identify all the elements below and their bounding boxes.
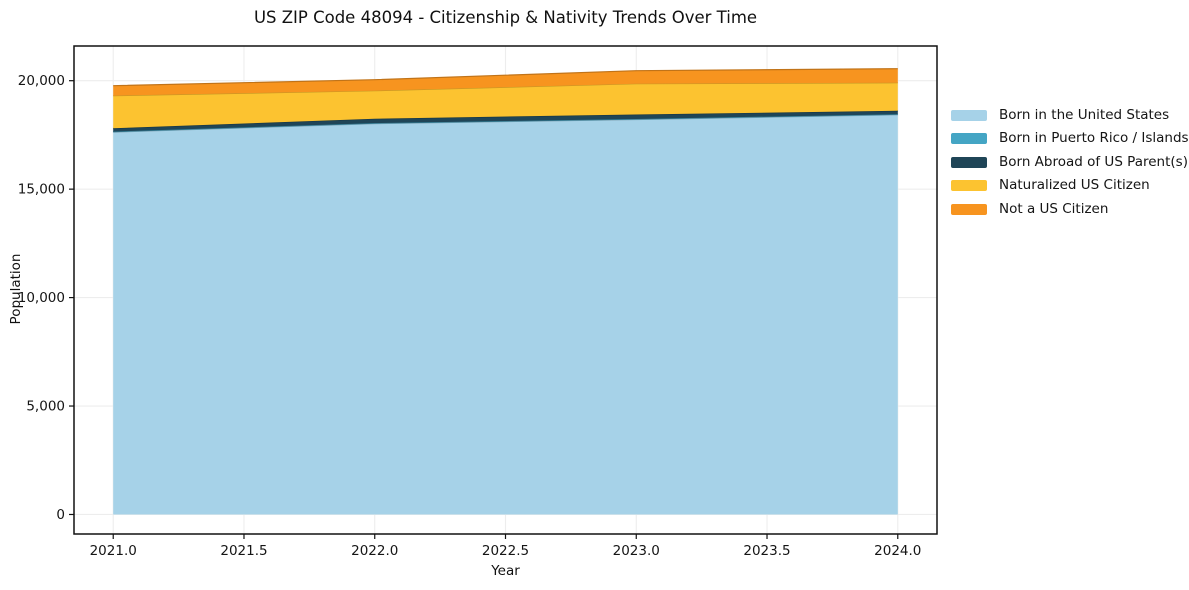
x-tick-label: 2021.0 [90,543,137,559]
x-tick-label: 2023.0 [613,543,660,559]
x-tick-label: 2024.0 [874,543,921,559]
chart-legend: Born in the United States Born in Puerto … [951,107,1189,217]
area-born-in-the-united-states [113,114,898,515]
y-tick-label: 5,000 [26,399,65,415]
x-tick-label: 2022.5 [482,543,529,559]
legend-label: Born Abroad of US Parent(s) [999,153,1188,170]
legend-swatch-icon [951,133,987,145]
x-tick-label: 2021.5 [220,543,267,559]
x-tick-label: 2022.0 [351,543,398,559]
legend-item-naturalized-us-citizen: Naturalized US Citizen [951,177,1189,194]
legend-swatch-icon [951,180,987,192]
y-axis-label: Population [8,253,24,325]
y-tick-label: 20,000 [18,73,65,89]
legend-swatch-icon [951,156,987,168]
legend-swatch-icon [951,110,987,121]
legend-label: Born in Puerto Rico / Islands [999,130,1189,147]
legend-label: Born in the United States [999,107,1170,123]
y-tick-label: 15,000 [18,182,65,198]
area-born-abroad-of-us-parent-s [113,110,898,132]
y-tick-label: 10,000 [18,290,65,306]
x-axis-label: Year [491,563,520,579]
legend-item-born-in-puerto-rico-islands: Born in Puerto Rico / Islands [951,130,1189,147]
chart-title: US ZIP Code 48094 - Citizenship & Nativi… [253,8,758,27]
y-tick-label: 0 [56,507,65,523]
legend-label: Not a US Citizen [999,200,1109,217]
legend-item-born-abroad-of-us-parent-s: Born Abroad of US Parent(s) [951,153,1189,170]
legend-swatch-icon [951,203,987,215]
x-tick-label: 2023.5 [743,543,790,559]
legend-item-born-in-the-united-states: Born in the United States [951,107,1189,123]
area-not-a-us-citizen [113,68,898,96]
legend-label: Naturalized US Citizen [999,177,1150,194]
area-naturalized-us-citizen [113,82,898,129]
area-top-edge-not-a-us-citizen [113,68,898,87]
legend-item-not-a-us-citizen: Not a US Citizen [951,200,1189,217]
